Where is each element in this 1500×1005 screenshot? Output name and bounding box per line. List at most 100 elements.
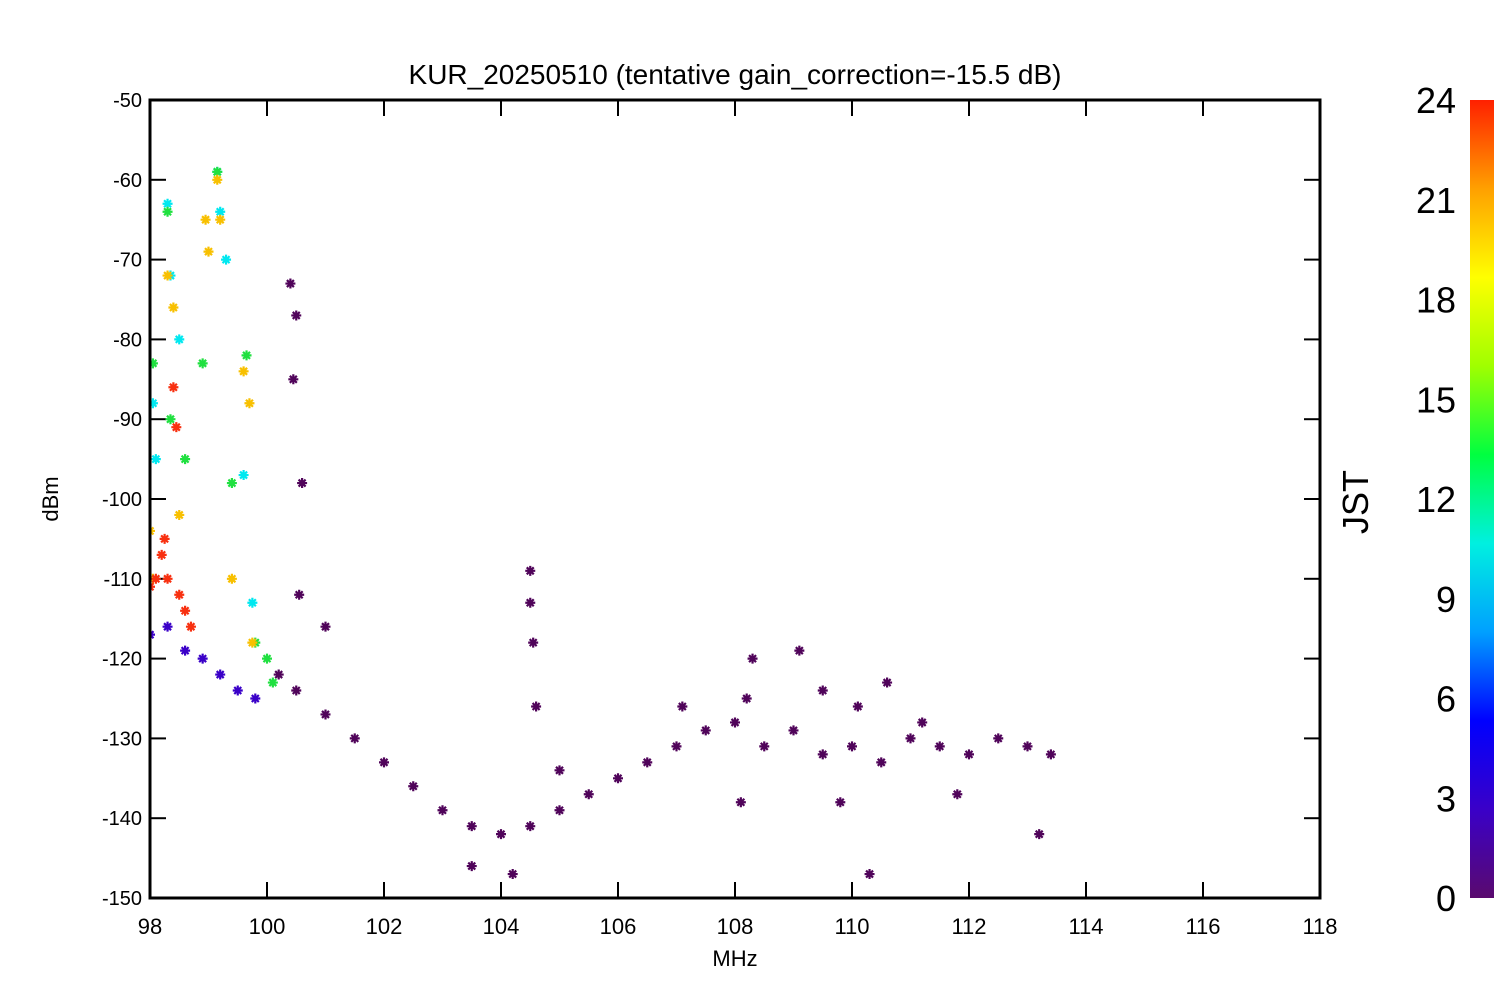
y-axis-ticks: -50 -60 -70 -80 -90 -100 -110 -120 -130 -140 -150: [102, 90, 1320, 910]
data-point: [180, 454, 191, 465]
colorbar-tick-label: 21: [1416, 180, 1456, 221]
data-point: [162, 206, 173, 217]
x-tick-label: 112: [951, 914, 986, 939]
data-point: [583, 789, 594, 800]
data-point: [964, 749, 974, 760]
data-point: [180, 605, 191, 616]
y-tick-label: -110: [103, 569, 142, 591]
data-series: [285, 278, 1045, 880]
data-point: [156, 549, 167, 560]
data-point: [150, 358, 158, 369]
data-point: [835, 797, 846, 808]
data-point: [150, 573, 161, 584]
data-point: [197, 358, 208, 369]
data-point: [437, 805, 448, 816]
colorbar-tick-label: 15: [1416, 379, 1456, 420]
data-point: [291, 685, 302, 696]
data-point: [817, 685, 828, 696]
colorbar-tick-label: 18: [1416, 280, 1456, 321]
data-point: [215, 214, 226, 225]
data-point: [496, 829, 506, 840]
colorbar-tick-label: 24: [1416, 80, 1456, 121]
data-point: [215, 669, 226, 680]
data-point: [267, 677, 278, 688]
data-series: [150, 174, 258, 648]
data-point: [294, 589, 305, 600]
data-point: [934, 741, 945, 752]
data-series: [150, 382, 196, 632]
data-point: [200, 214, 211, 225]
data-point: [159, 533, 170, 544]
data-point: [180, 645, 191, 656]
data-point: [185, 621, 196, 632]
data-point: [165, 414, 176, 425]
data-point: [882, 677, 893, 688]
x-tick-label: 116: [1185, 914, 1220, 939]
data-point: [162, 270, 173, 281]
data-point: [174, 334, 185, 345]
data-point: [215, 206, 226, 217]
y-tick-label: -70: [113, 250, 142, 272]
data-point: [466, 861, 477, 872]
data-point: [174, 509, 185, 520]
data-point: [528, 637, 539, 648]
colorbar-tick-label: 6: [1436, 679, 1456, 720]
data-point: [238, 366, 249, 377]
data-point: [174, 589, 185, 600]
data-point: [221, 254, 232, 265]
x-tick-label: 118: [1302, 914, 1337, 939]
data-point: [212, 166, 223, 177]
data-point: [613, 773, 623, 784]
data-point: [747, 653, 758, 664]
data-point: [168, 302, 179, 313]
y-tick-label: -50: [113, 90, 142, 112]
data-point: [241, 350, 252, 361]
data-point: [288, 374, 299, 385]
colorbar-label: JST: [1335, 470, 1376, 534]
data-point: [642, 757, 653, 768]
data-point: [847, 741, 857, 752]
x-tick-label: 104: [483, 914, 520, 939]
data-point: [203, 246, 214, 257]
data-point: [162, 621, 173, 632]
x-tick-label: 114: [1068, 914, 1103, 939]
data-point: [244, 398, 255, 409]
data-point: [273, 669, 284, 680]
y-tick-label: -140: [102, 808, 142, 830]
data-point: [262, 653, 272, 664]
colorbar-ticks: 0 3 6 9 12 15 18 21 24: [1416, 80, 1456, 919]
data-point: [531, 701, 542, 712]
data-series: [150, 166, 278, 688]
data-point: [794, 645, 805, 656]
y-tick-label: -150: [102, 888, 142, 910]
data-point: [171, 422, 182, 433]
data-series: [150, 166, 258, 608]
data-point: [320, 621, 331, 632]
data-point: [1045, 749, 1056, 760]
data-point: [741, 693, 752, 704]
data-point: [525, 821, 536, 832]
data-point: [993, 733, 1004, 744]
colorbar: [1470, 100, 1494, 898]
colorbar-tick-label: 0: [1436, 878, 1456, 919]
data-point: [226, 573, 237, 584]
data-point: [952, 789, 963, 800]
data-points: [150, 166, 1056, 880]
data-point: [1022, 741, 1033, 752]
data-point: [250, 693, 261, 704]
data-point: [349, 733, 360, 744]
chart-title: KUR_20250510 (tentative gain_correction=…: [409, 59, 1062, 90]
y-axis-label: dBm: [38, 476, 63, 521]
x-tick-label: 102: [366, 914, 403, 939]
colorbar-tick-label: 12: [1416, 479, 1456, 520]
data-point: [735, 797, 746, 808]
data-point: [905, 733, 916, 744]
x-axis-label: MHz: [712, 946, 757, 971]
data-point: [759, 741, 770, 752]
y-tick-label: -90: [113, 409, 142, 431]
data-point: [730, 717, 740, 728]
y-tick-label: -60: [113, 170, 142, 192]
data-point: [238, 470, 249, 481]
data-point: [864, 869, 875, 880]
x-tick-label: 98: [138, 914, 162, 939]
